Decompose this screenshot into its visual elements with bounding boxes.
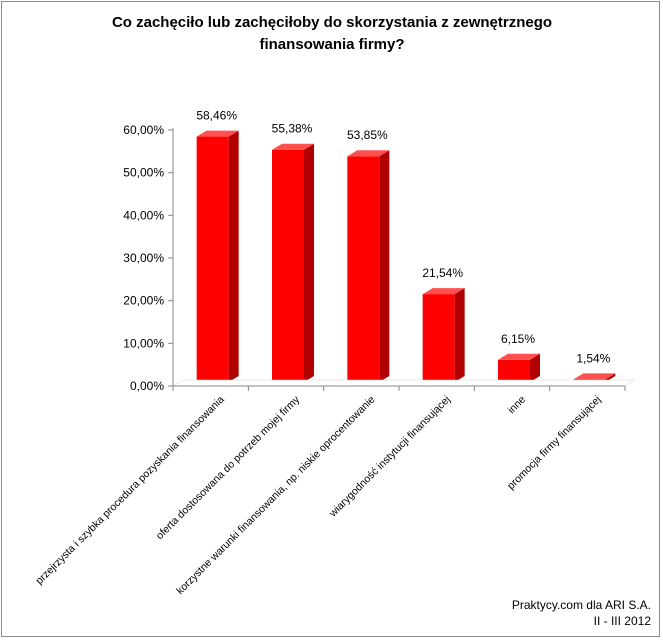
category-label: inne xyxy=(506,394,529,417)
bar-side xyxy=(379,150,390,382)
chart-title: Co zachęciło lub zachęciłoby do skorzyst… xyxy=(62,12,602,56)
chart-title-line-1: Co zachęciło lub zachęciłoby do skorzyst… xyxy=(111,14,553,31)
bar-top xyxy=(347,150,390,157)
bar-top xyxy=(573,373,616,380)
chart-title-line-2: finansowania firmy? xyxy=(259,36,405,53)
bar-front xyxy=(272,149,304,382)
bar-top xyxy=(498,353,540,360)
data-label: 53,85% xyxy=(347,128,388,142)
labels-layer: 0,00% 10,00% 20,00% 30,00% 40,00% 50,00% 60,00… xyxy=(33,109,610,597)
bar-top xyxy=(272,143,314,150)
y-tick-label: 0,00% xyxy=(130,379,164,393)
source-date: II - III 2012 xyxy=(593,614,651,628)
data-label: 1,54% xyxy=(576,351,610,365)
bar xyxy=(196,130,239,382)
category-label: oferta dostosowana do potrzeb mojej firm… xyxy=(154,393,303,542)
bar-front xyxy=(422,294,455,382)
bar-front xyxy=(347,156,380,382)
axes-layer xyxy=(168,128,636,391)
y-tick-label: 10,00% xyxy=(123,336,164,350)
bars-layer xyxy=(196,130,616,382)
y-tick-label: 60,00% xyxy=(123,123,164,137)
chart-floor xyxy=(172,379,636,387)
category-label: wiarygodność instytucji finansującej xyxy=(326,394,452,520)
bar xyxy=(272,143,314,382)
bar-side xyxy=(228,130,239,382)
source-credit: Praktycy.com dla ARI S.A. xyxy=(511,598,651,612)
data-label: 55,38% xyxy=(272,122,313,136)
data-label: 58,46% xyxy=(196,109,237,123)
bar-side xyxy=(530,353,540,382)
bar-front xyxy=(196,136,229,382)
bar-top xyxy=(422,288,465,295)
data-label: 21,54% xyxy=(422,266,463,280)
y-tick-label: 20,00% xyxy=(123,294,164,308)
bar xyxy=(422,288,465,382)
bar-front xyxy=(498,359,530,382)
y-tick-label: 30,00% xyxy=(123,251,164,265)
bar-top xyxy=(196,130,239,137)
data-label: 6,15% xyxy=(501,332,535,346)
bar xyxy=(498,353,540,382)
y-tick-label: 40,00% xyxy=(123,208,164,222)
bar xyxy=(347,150,390,382)
bar-side xyxy=(304,143,314,382)
bar-side xyxy=(454,288,465,382)
y-tick-label: 50,00% xyxy=(123,166,164,180)
